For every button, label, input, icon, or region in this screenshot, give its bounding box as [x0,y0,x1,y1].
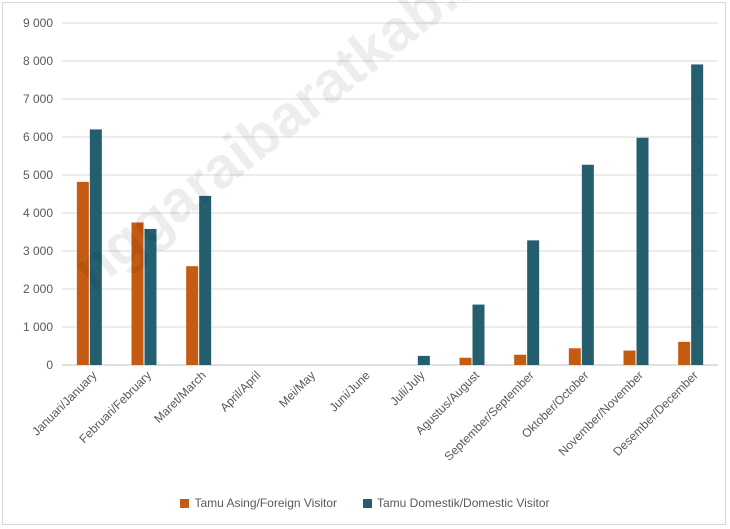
y-tick-label: 3 000 [23,244,53,258]
x-tick-label: April/April [217,368,263,414]
y-tick-label: 1 000 [23,320,53,334]
x-tick-label: September/September [442,368,537,463]
y-tick-label: 4 000 [23,206,53,220]
x-axis-ticks: Januari/JanuaryFebruari/FebruaryMaret/Ma… [29,368,701,464]
bar-foreign-0 [76,181,89,365]
bar-domestic-10 [636,137,649,365]
bar-foreign-9 [568,348,581,365]
gridlines [62,22,718,366]
y-tick-label: 8 000 [23,54,53,68]
y-tick-label: 6 000 [23,130,53,144]
legend-swatch-foreign [180,498,190,508]
bar-foreign-7 [459,357,472,365]
y-tick-label: 7 000 [23,92,53,106]
bar-domestic-1 [144,228,157,365]
legend-swatch-domestic [363,498,372,508]
y-tick-label: 5 000 [23,168,53,182]
bar-foreign-1 [131,222,144,365]
y-tick-label: 2 000 [23,282,53,296]
bar-domestic-2 [199,195,212,365]
bars [76,64,704,366]
x-tick-label: Juli/July [387,368,427,408]
y-tick-label: 0 [46,358,53,372]
x-tick-label: Mei/May [276,368,318,410]
bar-domestic-7 [472,304,485,365]
bar-foreign-2 [186,266,199,365]
x-tick-label: Maret/March [151,368,209,426]
y-tick-label: 9 000 [23,16,53,30]
bar-domestic-9 [581,164,594,365]
bar-foreign-8 [514,354,527,365]
bar-foreign-10 [623,350,636,365]
bar-foreign-11 [678,341,691,365]
bar-domestic-0 [89,129,102,365]
bar-domestic-11 [691,64,704,366]
x-tick-label: Juni/June [327,368,373,414]
legend-item-foreign: Tamu Asing/Foreign Visitor [180,496,337,510]
legend: Tamu Asing/Foreign Visitor Tamu Domestik… [0,496,730,510]
legend-label-domestic: Tamu Domestik/Domestic Visitor [377,496,550,510]
bar-domestic-8 [527,240,540,365]
bar-domestic-6 [417,355,430,365]
legend-label-foreign: Tamu Asing/Foreign Visitor [194,496,337,510]
legend-item-domestic: Tamu Domestik/Domestic Visitor [363,496,550,510]
y-axis-ticks: 0 1 000 2 000 3 000 4 000 5 000 6 000 7 000 8 00… [23,16,53,372]
